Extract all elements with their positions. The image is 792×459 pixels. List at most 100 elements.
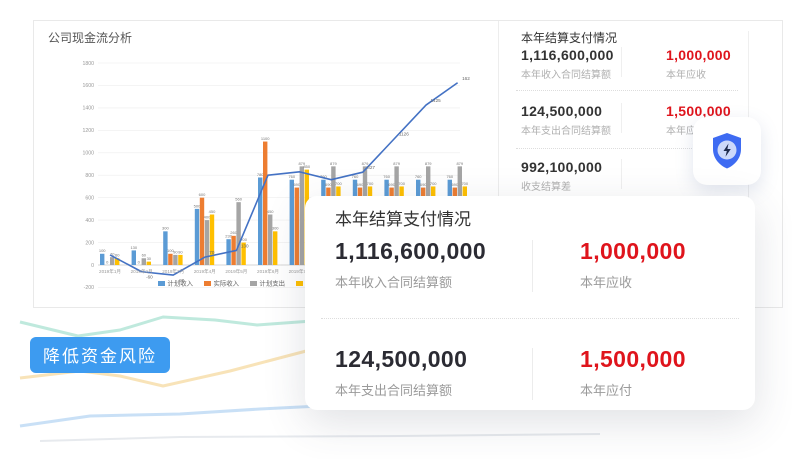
receivable-value: 1,000,000 <box>666 47 731 63</box>
popup-title: 本年结算支付情况 <box>335 210 471 229</box>
svg-text:700: 700 <box>367 181 374 186</box>
settlement-popup-card: 本年结算支付情况 1,116,600,000 本年收入合同结算额 1,000,0… <box>305 196 755 410</box>
expense-settlement-label: 本年支出合同结算额 <box>521 126 611 137</box>
svg-text:700: 700 <box>335 181 342 186</box>
svg-text:2019年2月: 2019年2月 <box>131 268 153 275</box>
svg-text:700: 700 <box>398 181 405 186</box>
balance-value: 992,100,000 <box>521 159 603 175</box>
svg-text:计划支出: 计划支出 <box>260 279 286 288</box>
svg-text:60: 60 <box>142 253 147 258</box>
settlement-summary-panel: 本年结算支付情况 1,116,600,000 本年收入合同结算额 1,000,0… <box>498 21 784 307</box>
svg-text:2019年4月: 2019年4月 <box>194 268 216 275</box>
svg-text:2019年1月: 2019年1月 <box>99 268 121 275</box>
svg-text:-60: -60 <box>146 275 153 280</box>
svg-text:760: 760 <box>288 174 295 179</box>
svg-text:230: 230 <box>225 234 232 239</box>
svg-text:0: 0 <box>106 259 109 264</box>
popup-income-settlement-label: 本年收入合同结算额 <box>335 275 453 290</box>
svg-text:690: 690 <box>293 182 300 187</box>
expense-settlement-value: 124,500,000 <box>521 103 603 119</box>
svg-text:1000: 1000 <box>82 151 94 157</box>
row-separator <box>516 148 738 149</box>
svg-text:690: 690 <box>325 182 332 187</box>
cashflow-chart-title: 公司现金流分析 <box>48 31 133 45</box>
svg-text:260: 260 <box>230 230 237 235</box>
svg-text:2019年6月: 2019年6月 <box>257 268 279 275</box>
card-divider <box>498 21 499 307</box>
reduce-risk-badge[interactable]: 降低资金风险 <box>30 337 170 373</box>
income-settlement-label: 本年收入合同结算额 <box>521 70 611 81</box>
svg-text:400: 400 <box>204 215 211 220</box>
svg-text:90: 90 <box>178 249 183 254</box>
popup-receivable-label: 本年应收 <box>580 275 633 290</box>
svg-text:690: 690 <box>420 182 427 187</box>
svg-text:70: 70 <box>209 250 215 255</box>
svg-text:760: 760 <box>446 174 453 179</box>
svg-text:690: 690 <box>357 182 364 187</box>
svg-text:760: 760 <box>320 174 327 179</box>
svg-text:560: 560 <box>235 197 242 202</box>
svg-text:700: 700 <box>430 181 437 186</box>
svg-text:200: 200 <box>85 240 94 246</box>
svg-text:300: 300 <box>272 226 279 231</box>
security-shield-button[interactable] <box>693 117 761 185</box>
svg-text:879: 879 <box>362 161 369 166</box>
svg-text:879: 879 <box>298 161 305 166</box>
svg-text:100: 100 <box>99 248 106 253</box>
svg-text:400: 400 <box>85 218 94 224</box>
svg-text:0: 0 <box>91 263 94 269</box>
svg-text:100: 100 <box>167 248 174 253</box>
popup-row-separator <box>321 318 739 319</box>
popup-payable-value: 1,500,000 <box>580 346 686 372</box>
svg-text:760: 760 <box>415 174 422 179</box>
popup-receivable-value: 1,000,000 <box>580 238 686 264</box>
income-settlement-value: 1,116,600,000 <box>521 47 614 63</box>
payable-label: 本年应付 <box>666 126 706 137</box>
shield-bolt-icon <box>713 133 741 169</box>
svg-text:879: 879 <box>393 161 400 166</box>
svg-text:-90: -90 <box>178 278 185 283</box>
popup-income-settlement-value: 1,116,600,000 <box>335 238 487 264</box>
svg-text:1100: 1100 <box>261 136 270 141</box>
svg-text:450: 450 <box>209 209 216 214</box>
svg-text:850: 850 <box>303 164 310 169</box>
svg-text:600: 600 <box>85 195 94 201</box>
svg-text:450: 450 <box>267 209 274 214</box>
popup-column-separator <box>532 240 533 292</box>
svg-text:2019年7月: 2019年7月 <box>289 268 311 275</box>
svg-text:690: 690 <box>451 182 458 187</box>
svg-text:2019年3月: 2019年3月 <box>162 268 184 275</box>
svg-text:780: 780 <box>257 172 264 177</box>
column-separator <box>621 47 622 77</box>
svg-text:60: 60 <box>115 253 120 258</box>
svg-text:600: 600 <box>199 192 206 197</box>
svg-text:200: 200 <box>240 237 247 242</box>
svg-text:1624: 1624 <box>462 76 470 81</box>
svg-text:800: 800 <box>85 173 94 179</box>
svg-text:300: 300 <box>162 226 169 231</box>
svg-text:1126: 1126 <box>399 132 409 137</box>
svg-text:760: 760 <box>383 174 390 179</box>
svg-text:90: 90 <box>173 249 178 254</box>
svg-text:760: 760 <box>352 174 359 179</box>
row-separator <box>516 90 738 91</box>
popup-column-separator <box>532 348 533 400</box>
svg-text:690: 690 <box>388 182 395 187</box>
popup-expense-settlement-label: 本年支出合同结算额 <box>335 383 453 398</box>
svg-text:130: 130 <box>241 243 249 248</box>
svg-text:30: 30 <box>147 256 152 261</box>
svg-text:70: 70 <box>110 252 115 257</box>
popup-payable-label: 本年应付 <box>580 383 633 398</box>
balance-label: 收支结算差 <box>521 182 571 193</box>
svg-text:1200: 1200 <box>82 128 94 134</box>
svg-text:1600: 1600 <box>82 83 94 89</box>
column-separator <box>621 103 622 133</box>
svg-text:700: 700 <box>461 181 468 186</box>
popup-expense-settlement-value: 124,500,000 <box>335 346 468 372</box>
summary-panel-title: 本年结算支付情况 <box>521 31 618 45</box>
svg-text:1800: 1800 <box>82 61 94 67</box>
svg-text:2019年5月: 2019年5月 <box>225 268 247 275</box>
svg-text:130: 130 <box>130 245 137 250</box>
column-separator <box>621 159 622 189</box>
svg-text:0: 0 <box>138 259 141 264</box>
